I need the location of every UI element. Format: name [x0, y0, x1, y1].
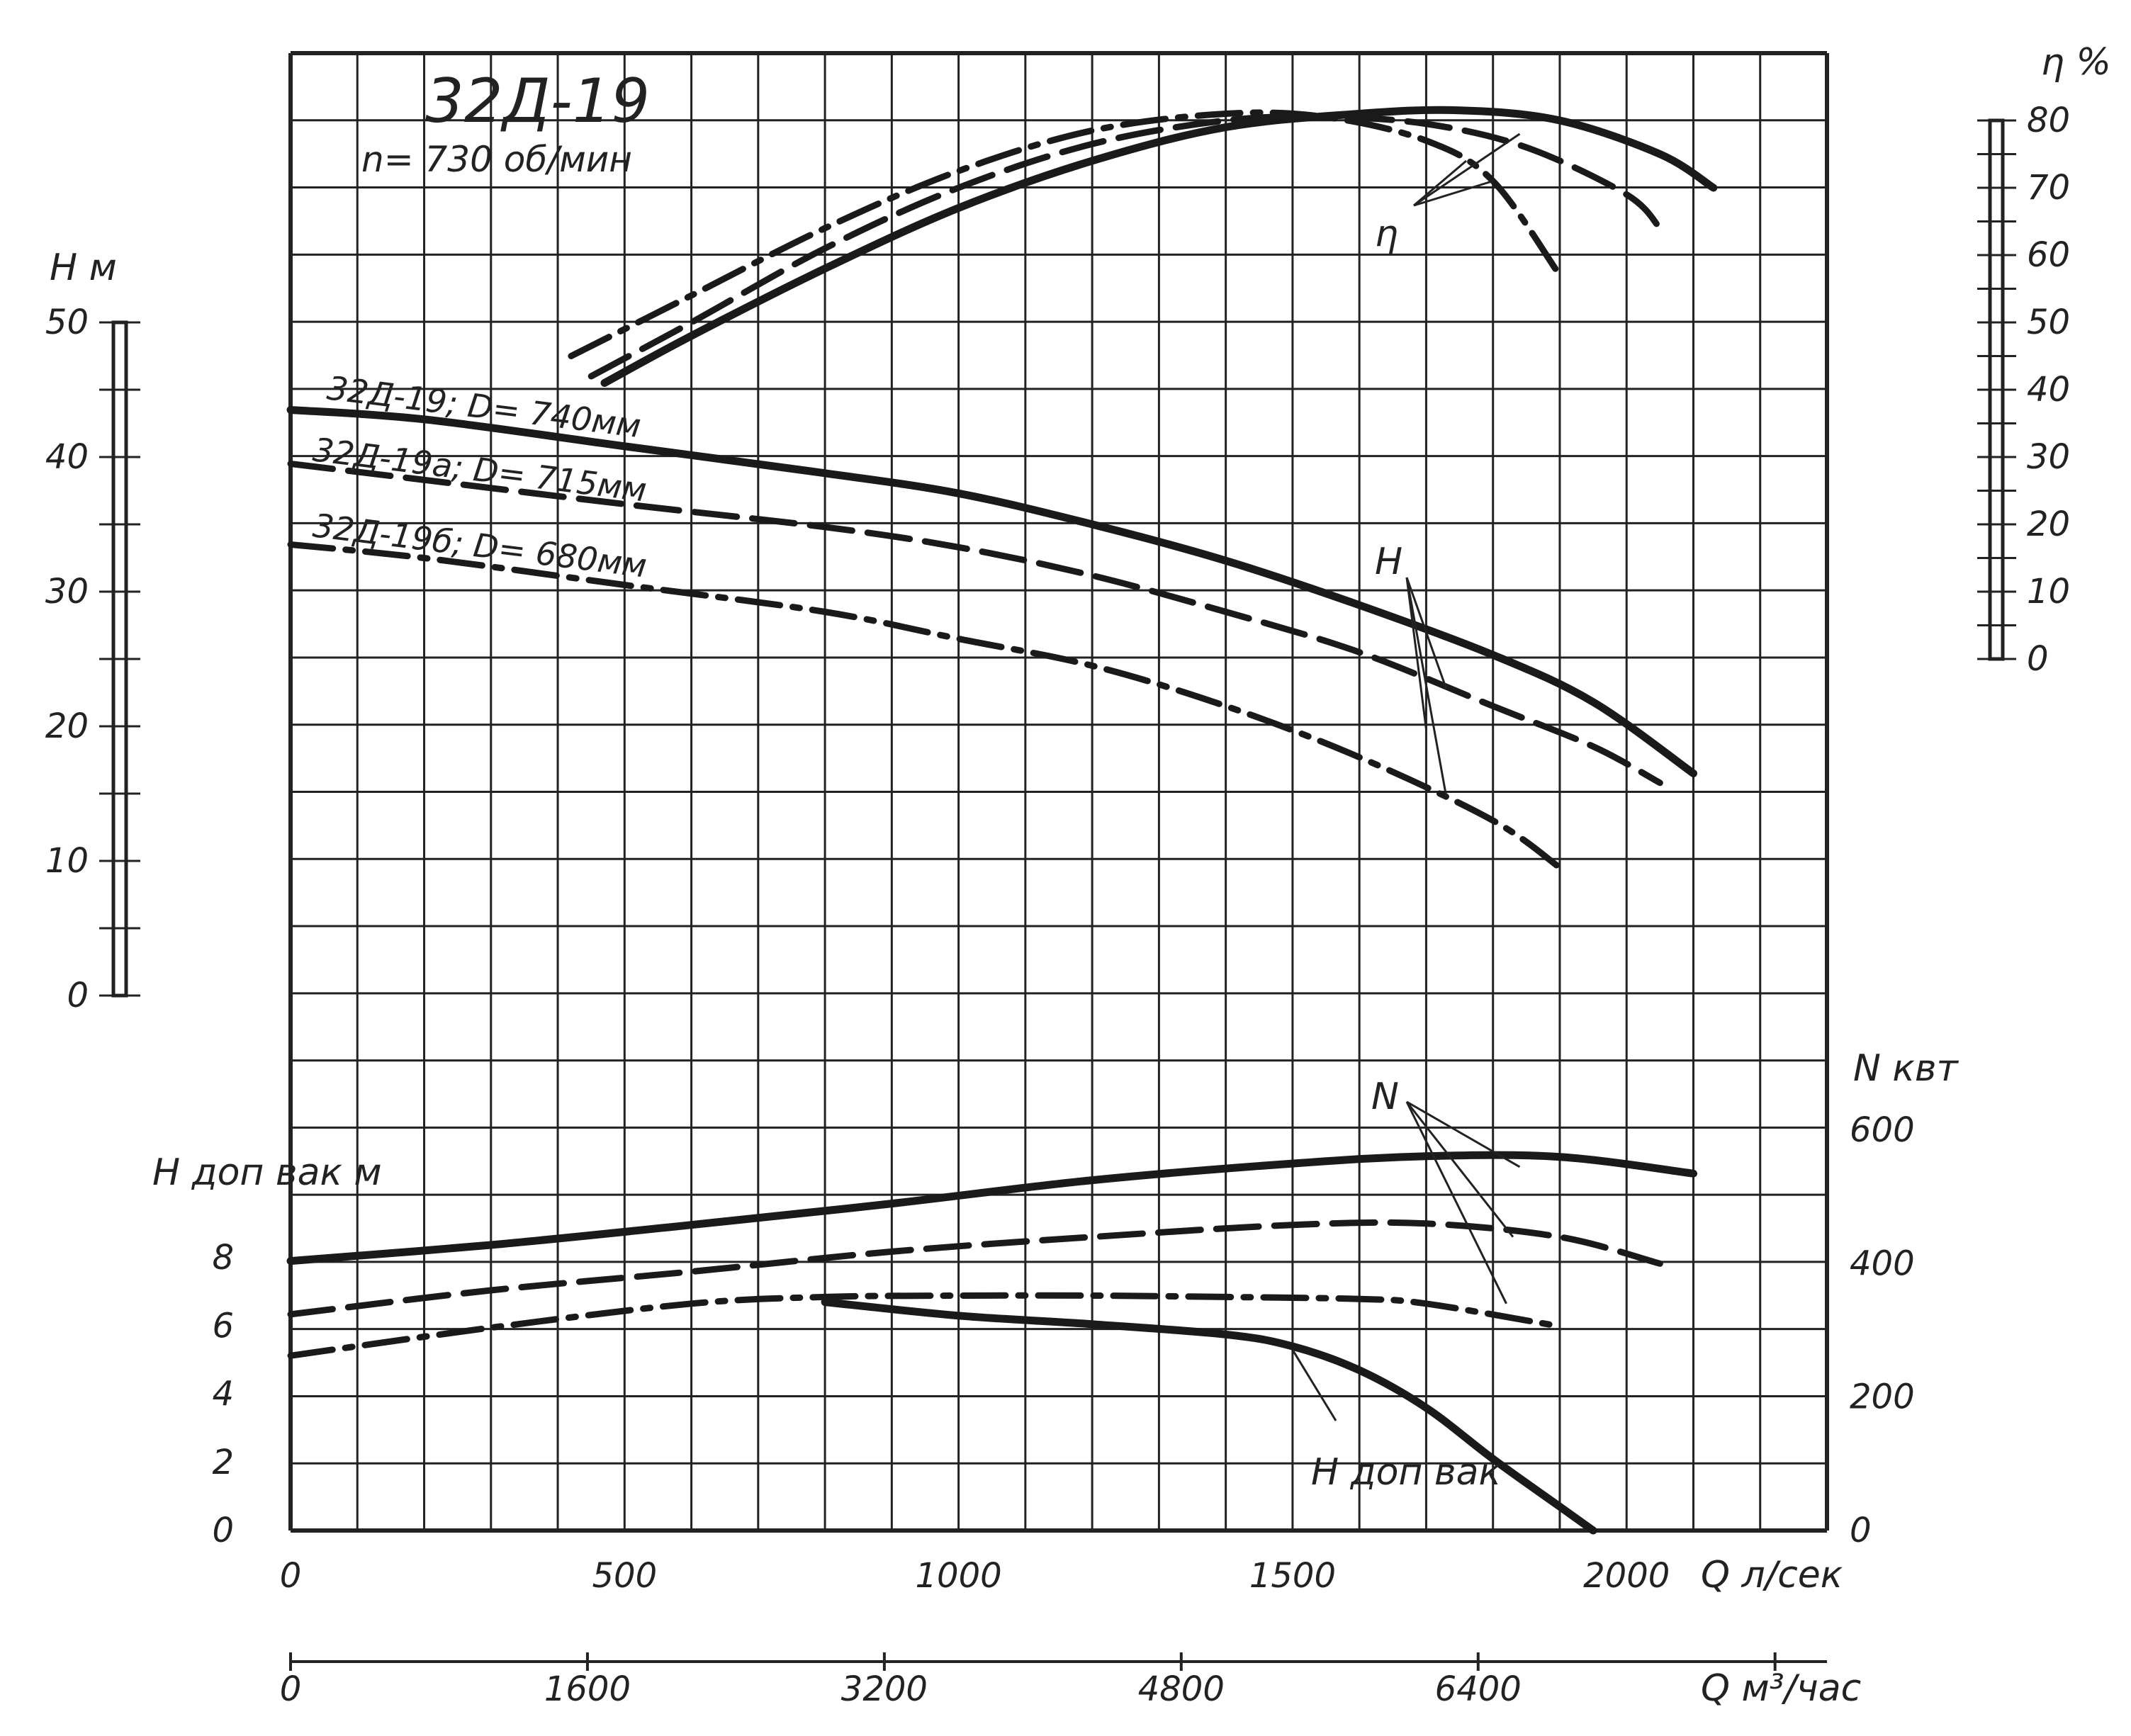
head-tick-label: 30	[45, 572, 89, 611]
head-tick-label: 0	[67, 976, 89, 1015]
leader-line	[1405, 1101, 1507, 1304]
x2-tick-label: 4800	[1138, 1669, 1225, 1709]
efficiency-axis-label: η %	[2041, 41, 2111, 84]
vacuum-tick-label: 6	[212, 1306, 234, 1346]
efficiency-tick-label: 40	[2027, 370, 2070, 410]
grid	[288, 51, 1829, 1533]
curve-H-dashdot	[287, 541, 1563, 871]
efficiency-tick-label: 80	[2027, 101, 2070, 140]
head-axis-label: Н м	[50, 247, 117, 289]
x-axis-label: Q л/сек	[1701, 1554, 1843, 1596]
curve-N-dashed	[287, 1219, 1663, 1318]
efficiency-tick-label: 0	[2027, 639, 2049, 679]
head-tick-label: 10	[45, 841, 89, 881]
curve-eta-solid	[600, 106, 1718, 387]
efficiency-tick-label: 50	[2027, 303, 2070, 342]
x-tick-label: 2000	[1583, 1556, 1670, 1596]
curve-eta-dashed	[587, 113, 1663, 380]
head-tick-label: 50	[45, 303, 89, 342]
power-tick-label: 400	[1850, 1244, 1915, 1283]
x-tick-label: 0	[280, 1556, 302, 1596]
vacuum-tick-label: 0	[212, 1511, 234, 1550]
curve-N-dashdot	[287, 1292, 1563, 1359]
vacuum-axis-label: H доп вак м	[152, 1151, 382, 1194]
curve-Hvac-solid	[821, 1298, 1597, 1535]
leader-line	[1291, 1349, 1337, 1421]
vacuum-tick-label: 2	[212, 1443, 234, 1482]
x2-tick-label: 0	[280, 1669, 302, 1709]
x-tick-label: 1500	[1249, 1556, 1336, 1596]
power-tick-label: 600	[1850, 1110, 1915, 1150]
chart-title: 32Д-19	[425, 66, 650, 137]
leader-line	[1405, 1101, 1514, 1238]
eta-curve-label: η	[1375, 213, 1398, 255]
leader-line	[1406, 1100, 1521, 1168]
leader-line	[1405, 577, 1427, 729]
vacuum-tick-label: 4	[212, 1375, 234, 1414]
x2-tick-label: 1600	[544, 1669, 631, 1709]
x2-axis-label: Q м³/час	[1701, 1667, 1861, 1710]
head-curve-label: Н	[1375, 541, 1402, 583]
power-curve-label: N	[1371, 1076, 1399, 1118]
vacuum-tick-label: 8	[212, 1238, 234, 1278]
x-tick-label: 1000	[916, 1556, 1002, 1596]
efficiency-tick-label: 10	[2027, 572, 2070, 611]
head-tick-label: 40	[45, 437, 89, 477]
power-tick-label: 0	[1850, 1511, 1872, 1550]
efficiency-tick-label: 60	[2027, 235, 2070, 275]
x2-tick-label: 3200	[841, 1669, 928, 1709]
efficiency-tick-label: 70	[2027, 168, 2070, 208]
x2-tick-label: 6400	[1435, 1669, 1522, 1709]
x-tick-label: 500	[592, 1556, 657, 1596]
curve-H-dashed	[287, 461, 1663, 787]
leader-line	[1413, 159, 1467, 207]
head-tick-label: 20	[45, 706, 89, 746]
curve-eta-dashdot	[568, 109, 1563, 359]
efficiency-tick-label: 20	[2027, 505, 2070, 544]
leader-line	[1405, 577, 1448, 797]
leader-line	[1413, 133, 1521, 207]
power-axis-label: N квт	[1853, 1047, 1959, 1090]
chart-subtitle: n= 730 об/мин	[361, 139, 632, 180]
vacuum-curve-label: H доп вак	[1311, 1451, 1501, 1494]
power-tick-label: 200	[1850, 1377, 1915, 1417]
leader-line	[1413, 180, 1494, 207]
efficiency-tick-label: 30	[2027, 437, 2070, 477]
curve-N-solid	[286, 1151, 1697, 1266]
curves	[286, 106, 1718, 1535]
leader-line	[1405, 577, 1448, 689]
curve-H-solid	[286, 406, 1697, 777]
